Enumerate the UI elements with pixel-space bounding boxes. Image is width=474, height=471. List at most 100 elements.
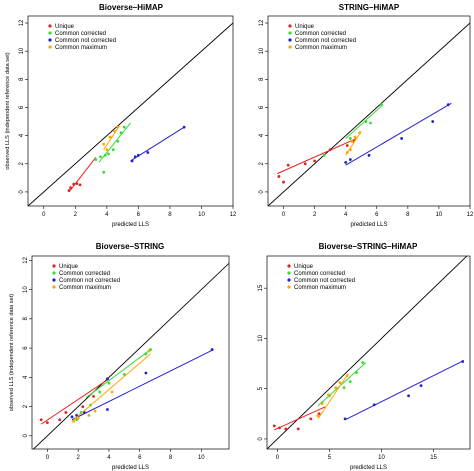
y-tick-label: 2 xyxy=(23,404,29,408)
y-tick-label: 4 xyxy=(23,375,29,379)
series-group xyxy=(75,348,152,422)
x-tick-label: 5 xyxy=(328,455,332,461)
series-group xyxy=(322,103,384,157)
legend-marker xyxy=(52,264,56,268)
data-point xyxy=(348,380,352,384)
data-point xyxy=(372,403,376,407)
chart-title: Bioverse–STRING–HiMAP xyxy=(319,242,418,251)
x-tick-label: 6 xyxy=(137,212,141,218)
x-tick-label: 2 xyxy=(74,212,78,218)
data-point xyxy=(111,148,115,152)
plot-frame xyxy=(266,255,471,450)
y-tick-label: 6 xyxy=(19,105,25,109)
data-point xyxy=(431,120,435,123)
x-tick-label: 0 xyxy=(46,455,50,461)
legend-marker xyxy=(288,38,292,42)
data-point xyxy=(102,170,106,174)
data-point xyxy=(92,394,95,398)
legend-label: Common not corrected xyxy=(295,38,356,44)
legend-marker xyxy=(288,31,292,35)
fit-line xyxy=(344,360,464,421)
data-point xyxy=(327,393,330,397)
plot-frame xyxy=(27,15,234,207)
y-tick-label: 8 xyxy=(259,77,265,81)
data-point xyxy=(99,155,102,159)
legend-marker xyxy=(52,285,56,289)
data-point xyxy=(361,361,365,364)
data-point xyxy=(380,103,383,107)
legend-label: Common not corrected xyxy=(294,278,355,284)
series-group xyxy=(67,157,97,193)
y-tick-label: 2 xyxy=(259,161,265,165)
legend-marker xyxy=(48,24,52,28)
data-point xyxy=(400,137,404,140)
y-tick-label: 6 xyxy=(259,105,265,109)
series-group xyxy=(130,125,186,163)
data-point xyxy=(419,384,423,388)
data-point xyxy=(144,352,148,356)
data-point xyxy=(105,148,109,152)
x-tick-label: 10 xyxy=(198,212,205,218)
x-tick-label: 8 xyxy=(168,212,172,218)
y-tick-label: 10 xyxy=(259,47,265,54)
x-tick-label: 4 xyxy=(344,212,348,218)
data-point xyxy=(136,153,140,157)
legend-marker xyxy=(52,278,56,282)
data-point xyxy=(70,415,74,419)
data-point xyxy=(133,155,137,159)
data-point xyxy=(355,371,358,375)
fit-line xyxy=(345,102,452,166)
data-point xyxy=(116,139,120,143)
data-point xyxy=(69,186,72,190)
data-point xyxy=(316,414,320,418)
x-tick-label: 2 xyxy=(313,212,317,218)
x-tick-label: 8 xyxy=(169,455,173,461)
series-group xyxy=(343,360,465,421)
data-point xyxy=(348,148,352,152)
data-point xyxy=(107,152,110,156)
data-point xyxy=(45,421,49,425)
y-tick-label: 0 xyxy=(23,434,29,438)
legend-label: Common corrected xyxy=(59,271,110,277)
legend-label: Common maximum xyxy=(295,45,347,51)
data-point xyxy=(328,148,332,152)
data-point xyxy=(278,426,281,430)
data-point xyxy=(313,159,317,163)
y-tick-label: 15 xyxy=(258,284,264,291)
y-tick-label: 0 xyxy=(19,190,25,194)
data-point xyxy=(94,158,98,161)
y-tick-label: 8 xyxy=(23,317,29,321)
legend-label: Unique xyxy=(59,264,79,270)
data-point xyxy=(358,131,362,135)
data-point xyxy=(106,377,109,381)
data-point xyxy=(144,371,148,375)
data-point xyxy=(343,417,347,421)
series-group xyxy=(316,373,349,420)
series-group xyxy=(344,102,452,166)
legend-marker xyxy=(48,31,52,35)
x-tick-label: 10 xyxy=(378,455,385,461)
x-axis-label: predicted LLS xyxy=(112,222,149,228)
data-point xyxy=(345,374,349,378)
chart-panel: Bioverse–STRING–HiMAP 0 5 10 15 0 5 10 15 predict… xyxy=(258,242,471,471)
data-point xyxy=(58,418,62,422)
chart-title: Bioverse–HiMAP xyxy=(99,3,164,12)
data-point xyxy=(338,381,342,385)
fit-line xyxy=(345,104,384,139)
data-point xyxy=(284,427,288,431)
legend-marker xyxy=(287,264,291,268)
data-point xyxy=(320,402,324,406)
y-tick-label: 8 xyxy=(19,77,25,81)
fit-line xyxy=(345,131,362,156)
data-point xyxy=(39,418,43,422)
legend-marker xyxy=(48,38,52,42)
legend-marker xyxy=(287,285,291,289)
x-axis-label: predicted LLS xyxy=(350,465,387,471)
series-group xyxy=(272,406,326,431)
legend-label: Common maximum xyxy=(59,285,111,291)
data-point xyxy=(407,394,410,398)
data-point xyxy=(116,125,120,129)
data-point xyxy=(110,390,114,394)
data-point xyxy=(93,409,97,413)
